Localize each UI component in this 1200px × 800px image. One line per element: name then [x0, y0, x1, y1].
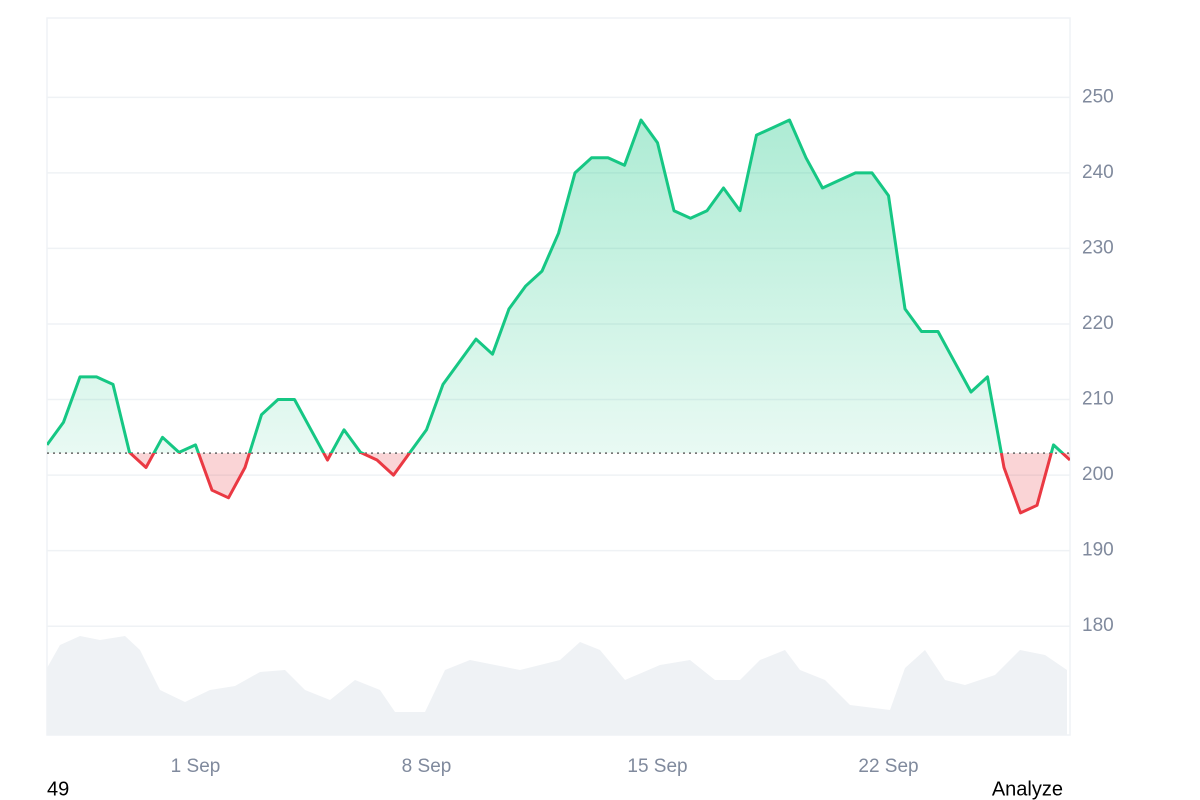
volume-area	[47, 636, 1067, 735]
x-tick-label: 8 Sep	[402, 756, 452, 777]
y-tick-label: 180	[1082, 615, 1114, 636]
y-tick-label: 250	[1082, 86, 1114, 107]
price-line-down	[128, 453, 1070, 515]
price-line-up	[47, 118, 1065, 454]
x-tick-label: 15 Sep	[627, 756, 687, 777]
y-tick-label: 200	[1082, 464, 1114, 485]
x-tick-label: 22 Sep	[858, 756, 918, 777]
y-tick-label: 240	[1082, 162, 1114, 183]
y-tick-label: 230	[1082, 237, 1114, 258]
y-tick-label: 190	[1082, 540, 1114, 561]
area-up	[47, 120, 1063, 454]
footer-right[interactable]: Analyze	[992, 778, 1063, 800]
y-tick-label: 210	[1082, 389, 1114, 410]
y-tick-label: 220	[1082, 313, 1114, 334]
x-tick-label: 1 Sep	[171, 756, 221, 777]
footer-left: 49	[47, 778, 69, 800]
